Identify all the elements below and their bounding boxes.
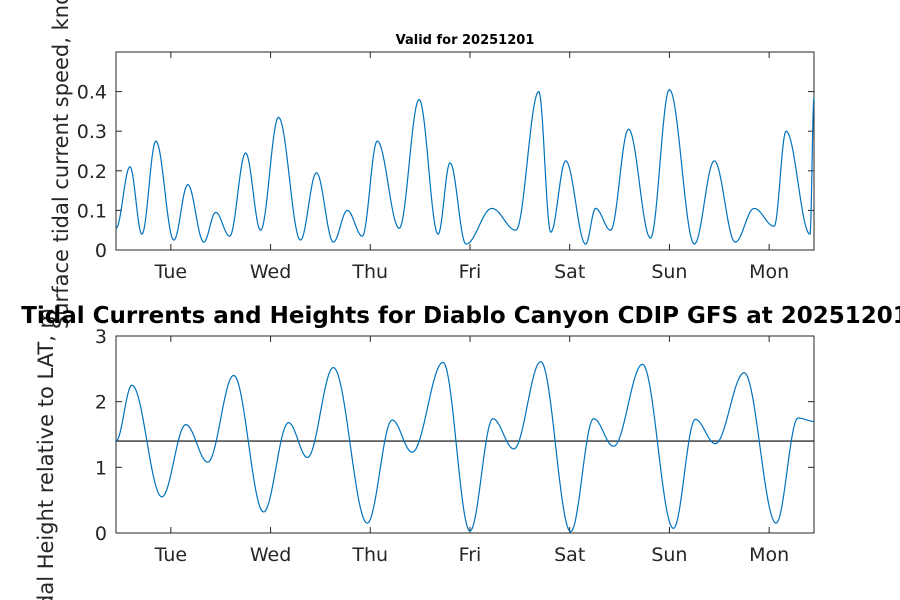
bottom-xtick-label: Fri (459, 544, 482, 566)
top-xtick-label: Sun (651, 261, 687, 283)
bottom-axes: 0 1 2 3 Tue Wed Thu Fri Sat Sun Mon Tidal Height r… (34, 308, 815, 600)
bottom-ylabel: Tidal Height relative to LAT, m (34, 308, 58, 600)
top-xtick-label: Mon (749, 261, 789, 283)
top-xtick-label: Thu (351, 261, 388, 283)
top-ytick-label: 0.4 (77, 82, 107, 104)
top-title: Valid for 20251201 (396, 33, 535, 48)
top-xtick-label: Wed (250, 261, 291, 283)
top-ticks: 0 0.1 0.2 0.3 0.4 Tue Wed Thu Fri Sat Sun Mon (77, 52, 814, 283)
tidal-height-line (115, 360, 815, 533)
top-xtick-label: Sat (554, 261, 585, 283)
top-ytick-label: 0 (95, 240, 107, 262)
top-xtick-label: Fri (459, 261, 482, 283)
bottom-xtick-label: Mon (749, 544, 789, 566)
bottom-plot-frame (115, 335, 815, 534)
bottom-ytick-label: 3 (95, 326, 107, 348)
bottom-ytick-label: 0 (95, 523, 107, 545)
bottom-xtick-label: Thu (351, 544, 388, 566)
top-plot-frame (115, 51, 815, 251)
bottom-ytick-label: 1 (95, 457, 107, 479)
bottom-xtick-label: Sun (651, 544, 687, 566)
top-ylabel: Surface tidal current speed, knots (49, 0, 73, 329)
bottom-ytick-label: 2 (95, 392, 107, 414)
current-speed-line (115, 88, 815, 245)
top-xtick-label: Tue (154, 261, 187, 283)
bottom-xtick-label: Sat (554, 544, 585, 566)
top-axes: 0 0.1 0.2 0.3 0.4 Tue Wed Thu Fri Sat Sun Mon Valid… (49, 0, 815, 329)
bottom-xtick-label: Tue (154, 544, 187, 566)
top-ytick-label: 0.1 (77, 200, 107, 222)
top-ytick-label: 0.2 (77, 161, 107, 183)
top-ytick-label: 0.3 (77, 121, 107, 143)
main-title: Tidal Currents and Heights for Diablo Ca… (21, 303, 900, 329)
bottom-ticks: 0 1 2 3 Tue Wed Thu Fri Sat Sun Mon (95, 326, 814, 566)
bottom-xtick-label: Wed (250, 544, 291, 566)
